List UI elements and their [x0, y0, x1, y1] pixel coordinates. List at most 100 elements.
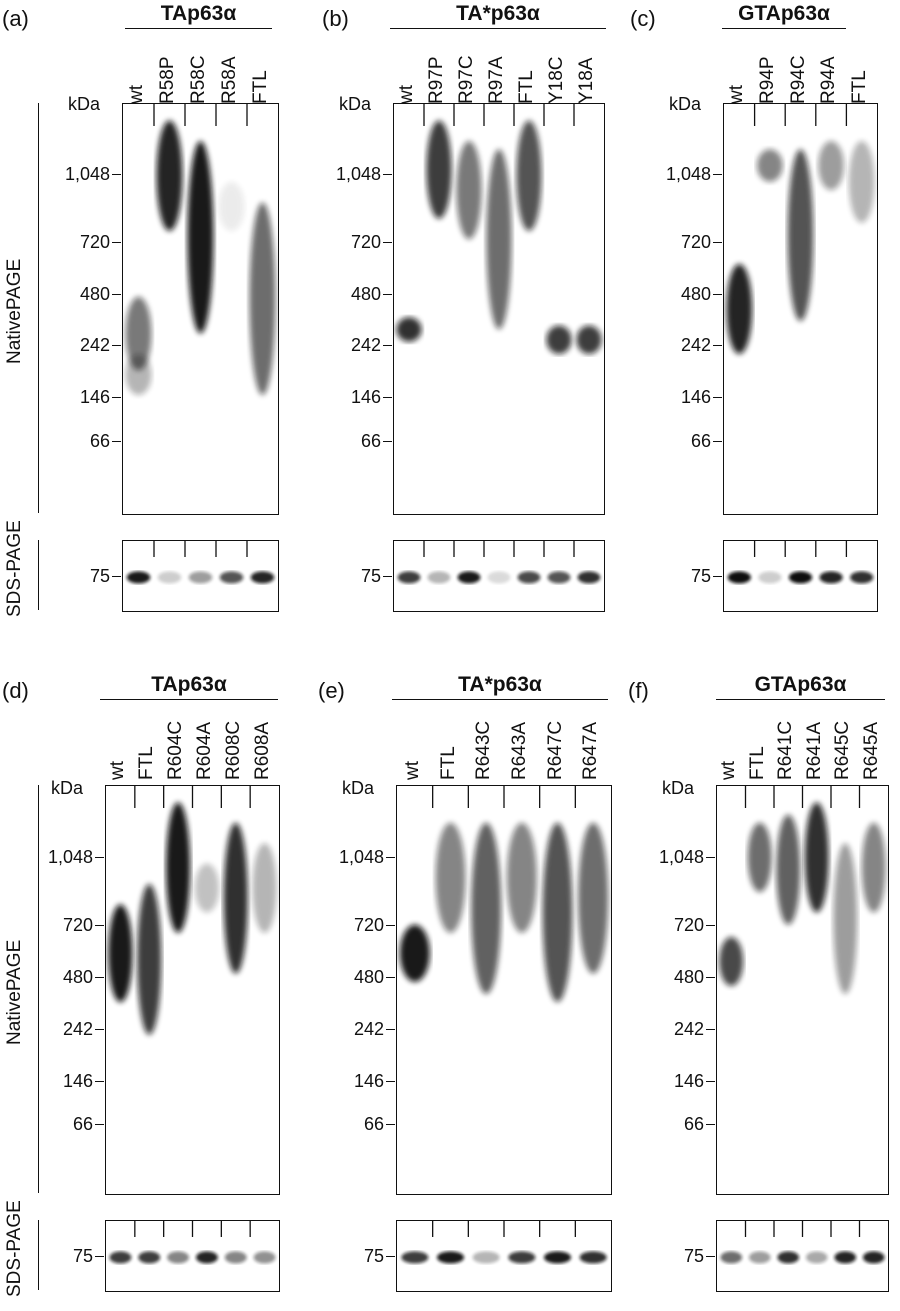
panel-f-lane-label: R641C — [775, 720, 797, 780]
panel-a-marker-label: 146 — [79, 387, 110, 407]
protein-band — [542, 822, 573, 1003]
protein-band — [252, 843, 277, 933]
panel-c-marker-label: 1,048 — [665, 164, 711, 184]
panel-e-label: (e) — [318, 678, 345, 703]
sds-band — [397, 571, 421, 584]
panel-c-marker-label: 242 — [680, 335, 711, 355]
panel-c-lane-label: R94C — [787, 55, 809, 104]
panel-c-marker-tick — [713, 294, 722, 295]
panel-a-native-blot — [122, 103, 279, 515]
sds-band — [126, 571, 151, 584]
panel-e-sds-marker-tick — [386, 1256, 395, 1258]
panel-c-sds-marker-tick — [713, 576, 722, 578]
sds-band — [577, 571, 601, 584]
panel-e-lane-label: R643A — [508, 721, 530, 780]
panel-f-marker-label: 146 — [673, 1071, 704, 1091]
panel-c-marker-label: 720 — [680, 232, 711, 252]
panel-d-lane-label: R608C — [222, 720, 244, 780]
panel-c-kda-label: kDa — [668, 94, 701, 114]
panel-d-lane-label: R604A — [193, 721, 215, 780]
panel-a-sds-marker-tick — [112, 576, 121, 578]
protein-band — [125, 354, 152, 395]
panel-e-title: TA*p63α — [458, 673, 542, 696]
sds-band — [219, 571, 244, 584]
panel-b-native-blot — [393, 103, 605, 515]
panel-e-marker-tick — [386, 925, 395, 926]
protein-band — [747, 822, 772, 892]
panel-d-lane-label: wt — [107, 761, 129, 780]
protein-band — [399, 924, 430, 982]
panel-b-marker-label: 66 — [360, 431, 381, 451]
panel-e-lane-label: R647C — [544, 720, 566, 780]
panel-b-sds-blot — [393, 540, 605, 612]
panel-b-marker-tick — [383, 441, 392, 442]
panel-a-label: (a) — [2, 6, 29, 31]
panel-a-marker-tick — [112, 397, 121, 398]
panel-e-marker-label: 1,048 — [338, 847, 384, 867]
sds-band — [748, 1251, 771, 1264]
panel-f-marker-label: 1,048 — [658, 847, 704, 867]
panel-e-marker-label: 146 — [353, 1071, 384, 1091]
protein-band — [486, 149, 512, 330]
panel-a-lane-label: R58C — [187, 55, 209, 104]
protein-band — [125, 296, 152, 371]
panel-c-marker-label: 480 — [680, 284, 711, 304]
protein-band — [546, 325, 572, 354]
panel-d-label: (d) — [2, 678, 29, 703]
panel-f-marker-label: 720 — [673, 915, 704, 935]
protein-band — [137, 884, 162, 1035]
native-page-label: NativePAGE — [4, 939, 25, 1045]
protein-band — [576, 325, 602, 354]
sds-band — [788, 571, 813, 584]
sds-band — [850, 571, 874, 584]
panel-e-marker-tick — [386, 857, 395, 858]
panel-c-marker-tick — [713, 174, 722, 175]
panel-e-sds-marker-label: 75 — [363, 1246, 384, 1267]
panel-b-marker-tick — [383, 397, 392, 398]
panel-c-marker-tick — [713, 345, 722, 346]
panel-f-title: GTAp63α — [754, 673, 847, 696]
panel-c-lane-label: wt — [726, 85, 748, 104]
panel-b-marker-label: 480 — [350, 284, 381, 304]
protein-band — [456, 141, 482, 240]
panel-b-marker-tick — [383, 345, 392, 346]
panel-d-marker-tick — [95, 857, 104, 858]
sds-band — [720, 1251, 743, 1264]
panel-d-marker-tick — [95, 1029, 104, 1030]
panel-d-sds-marker-label: 75 — [72, 1246, 93, 1267]
panel-b-marker-label: 242 — [350, 335, 381, 355]
protein-band — [506, 822, 537, 933]
panel-c-native-bands — [726, 104, 875, 354]
protein-band — [435, 822, 466, 933]
protein-band — [833, 843, 858, 994]
panel-d-marker-label: 480 — [62, 967, 93, 987]
panel-c-lane-label: FTL — [848, 70, 870, 104]
panel-e-marker-label: 480 — [353, 967, 384, 987]
panel-b-marker-label: 720 — [350, 232, 381, 252]
panel-b-marker-tick — [383, 242, 392, 243]
panel-a-marker-tick — [112, 441, 121, 442]
panel-b-lane-label: R97P — [426, 56, 447, 104]
sds-band — [188, 571, 213, 584]
panel-f-marker-tick — [706, 1081, 715, 1082]
protein-band — [218, 182, 245, 231]
panel-a-marker-label: 720 — [79, 232, 110, 252]
panel-a-sds-bands — [126, 541, 275, 584]
panel-c-marker-tick — [713, 242, 722, 243]
panel-f-marker-tick — [706, 925, 715, 926]
sds-band — [777, 1251, 800, 1264]
panel-e-title-underline — [392, 699, 608, 700]
panel-b-marker-tick — [383, 294, 392, 295]
panel-e-native-bands — [399, 786, 609, 1003]
sds-band — [253, 1251, 276, 1264]
panel-b-lane-label: FTL — [516, 70, 537, 104]
panel-e-kda-label: kDa — [341, 778, 374, 798]
panel-e-marker-tick — [386, 977, 395, 978]
sds-band — [401, 1251, 429, 1264]
protein-band — [818, 141, 844, 190]
protein-band — [726, 264, 753, 354]
panel-e-native-blot — [396, 785, 612, 1195]
panel-f-marker-label: 242 — [673, 1019, 704, 1039]
panel-c-title: GTAp63α — [738, 2, 830, 25]
sds-band — [805, 1251, 828, 1264]
